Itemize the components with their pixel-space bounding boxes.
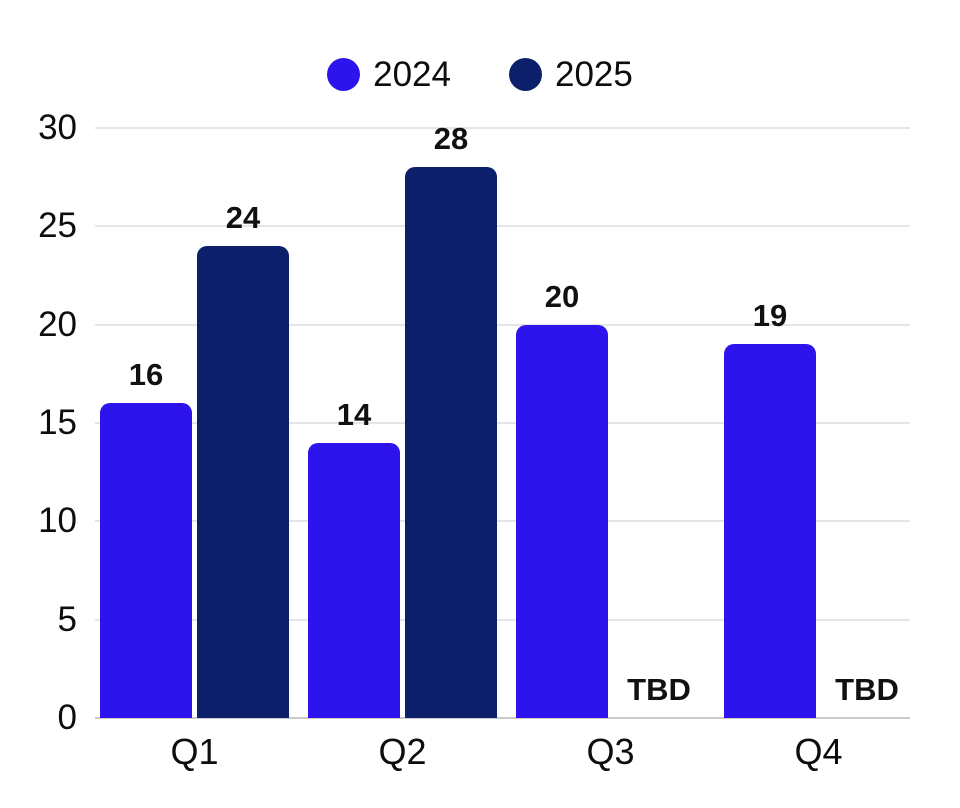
y-axis-tick-label: 30 bbox=[38, 108, 77, 147]
bar-value-label: 20 bbox=[544, 278, 580, 314]
bar-value-label: 24 bbox=[225, 200, 261, 235]
legend-item-2024[interactable]: 2024 bbox=[327, 57, 451, 92]
missing-value-label: TBD bbox=[835, 672, 899, 707]
y-axis-tick-label: 20 bbox=[38, 304, 77, 344]
bar-value-label: 16 bbox=[128, 357, 164, 393]
gridline bbox=[95, 127, 910, 129]
missing-value-label: TBD bbox=[627, 672, 691, 707]
x-axis-tick-label: Q4 bbox=[794, 731, 843, 772]
gridline bbox=[95, 520, 910, 523]
x-axis-tick-label: Q3 bbox=[586, 731, 635, 772]
bar-2024-q1[interactable] bbox=[100, 403, 192, 718]
bar-value-label: 14 bbox=[336, 396, 372, 432]
legend-item-2025[interactable]: 2025 bbox=[509, 57, 633, 92]
bar-2025-q2[interactable] bbox=[405, 167, 497, 718]
gridline bbox=[95, 225, 910, 228]
legend-swatch-2025 bbox=[509, 57, 542, 91]
bar-2024-q4[interactable] bbox=[724, 344, 816, 718]
y-axis-tick-label: 10 bbox=[38, 501, 77, 541]
y-axis-tick-label: 5 bbox=[57, 599, 77, 639]
gridline bbox=[95, 618, 910, 621]
bar-2025-q1[interactable] bbox=[197, 246, 289, 718]
x-axis-line bbox=[95, 717, 910, 719]
bar-value-label: 19 bbox=[752, 298, 788, 334]
bar-2024-q2[interactable] bbox=[308, 442, 400, 718]
x-axis-tick-label: Q2 bbox=[378, 731, 427, 772]
legend-swatch-2024 bbox=[327, 57, 361, 91]
x-axis-tick-label: Q1 bbox=[170, 731, 219, 772]
legend-label-2024: 2024 bbox=[373, 54, 451, 94]
gridline bbox=[95, 422, 910, 424]
legend-label-2025: 2025 bbox=[555, 54, 633, 94]
y-axis-tick-label: 25 bbox=[38, 206, 77, 246]
y-axis-tick-label: 15 bbox=[38, 403, 77, 442]
y-axis-tick-label: 0 bbox=[57, 698, 77, 737]
bar-2024-q3[interactable] bbox=[516, 324, 608, 718]
chart-legend: 2024 2025 bbox=[0, 52, 960, 96]
gridline bbox=[95, 323, 910, 326]
bar-value-label: 28 bbox=[433, 121, 469, 157]
